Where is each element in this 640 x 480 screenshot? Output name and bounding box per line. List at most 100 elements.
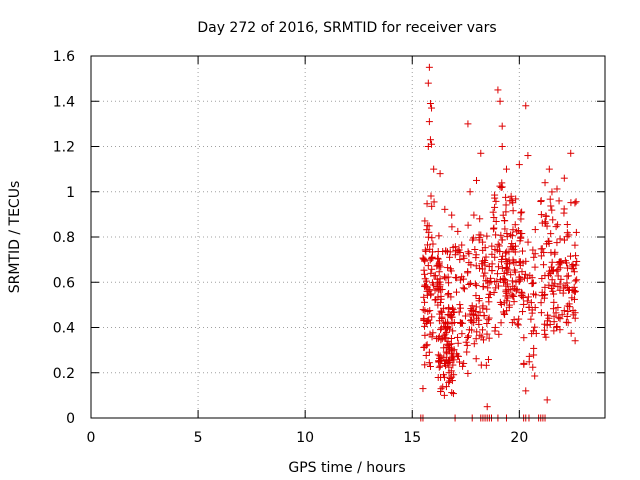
data-point	[472, 335, 480, 343]
data-point	[549, 305, 557, 313]
data-point	[497, 184, 505, 192]
data-point	[550, 298, 558, 306]
data-point	[451, 251, 459, 259]
data-point	[479, 238, 487, 246]
data-point	[461, 285, 469, 293]
data-point	[464, 333, 472, 341]
data-point	[456, 256, 464, 264]
data-point	[428, 104, 436, 112]
data-point	[552, 323, 560, 331]
data-point	[442, 334, 450, 342]
data-point	[490, 214, 498, 222]
data-point	[547, 202, 555, 210]
data-point	[527, 299, 535, 307]
data-point	[483, 305, 491, 313]
data-point	[518, 292, 526, 300]
data-point	[420, 293, 428, 301]
data-point	[553, 185, 561, 193]
data-point	[480, 272, 488, 280]
data-points	[417, 63, 581, 422]
data-point	[508, 291, 516, 299]
data-point	[424, 79, 432, 87]
data-point	[459, 362, 467, 370]
data-point	[488, 242, 496, 250]
data-point	[449, 361, 457, 369]
data-point	[498, 122, 506, 130]
y-tick-label: 0.2	[53, 366, 75, 382]
y-tick-label: 0.8	[53, 230, 75, 246]
data-point	[556, 280, 564, 288]
data-point	[519, 294, 527, 302]
data-point	[522, 387, 530, 395]
data-point	[448, 319, 456, 327]
data-point	[504, 266, 512, 274]
data-point	[423, 291, 431, 299]
data-point	[529, 363, 537, 371]
data-point	[563, 279, 571, 287]
data-point	[479, 246, 487, 254]
data-point	[565, 231, 573, 239]
data-point	[475, 297, 483, 305]
data-point	[437, 326, 445, 334]
data-point	[494, 86, 502, 94]
data-point	[554, 221, 562, 229]
data-point	[572, 198, 580, 206]
data-point	[491, 191, 499, 199]
data-point	[521, 270, 529, 278]
data-point	[481, 256, 489, 264]
data-point	[421, 270, 429, 278]
data-point	[491, 203, 499, 211]
data-point	[529, 246, 537, 254]
data-point	[441, 324, 449, 332]
data-point	[426, 363, 434, 371]
data-point	[529, 279, 537, 287]
data-point	[452, 273, 460, 281]
x-tick-label: 20	[510, 430, 528, 446]
data-point	[563, 302, 571, 310]
data-point	[548, 188, 556, 196]
data-point	[492, 231, 500, 239]
y-axis-label: SRMTID / TECUs	[7, 181, 23, 294]
data-point	[520, 334, 528, 342]
y-tick-label: 1	[66, 185, 75, 201]
data-point	[549, 216, 557, 224]
data-point	[554, 303, 562, 311]
data-point	[555, 314, 563, 322]
data-point	[508, 319, 516, 327]
data-point	[516, 261, 524, 269]
data-point	[538, 245, 546, 253]
data-point	[426, 100, 434, 108]
data-point	[503, 289, 511, 297]
data-point	[571, 337, 579, 345]
data-point	[512, 195, 520, 203]
data-point	[472, 251, 480, 259]
data-point	[464, 332, 472, 340]
data-point	[547, 230, 555, 238]
data-point	[440, 391, 448, 399]
data-point	[510, 298, 518, 306]
data-point	[440, 319, 448, 327]
data-point	[458, 330, 466, 338]
data-point	[517, 275, 525, 283]
data-point	[500, 269, 508, 277]
data-point	[421, 246, 429, 254]
data-point	[563, 272, 571, 280]
data-point	[430, 198, 438, 206]
data-point	[555, 197, 563, 205]
data-point	[530, 351, 538, 359]
data-point	[502, 255, 510, 263]
data-point	[483, 330, 491, 338]
data-point	[491, 327, 499, 335]
data-point	[459, 284, 467, 292]
data-point	[425, 63, 433, 71]
data-point	[513, 228, 521, 236]
data-point	[549, 282, 557, 290]
data-point	[434, 255, 442, 263]
data-point	[560, 174, 568, 182]
data-point	[450, 346, 458, 354]
data-point	[464, 248, 472, 256]
data-point	[531, 323, 539, 331]
data-point	[528, 330, 536, 338]
data-point	[540, 291, 548, 299]
